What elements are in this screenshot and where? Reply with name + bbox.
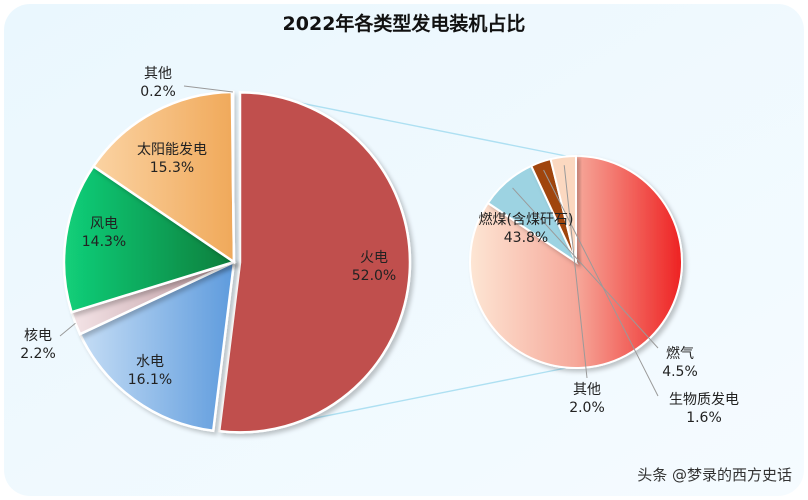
label-solar-name: 太阳能发电 [137, 142, 207, 158]
detail-label-coal-name: 燃煤(含煤矸石) [479, 211, 574, 228]
label-solar: 太阳能发电 15.3% [137, 142, 207, 176]
detail-label-gas: 燃气 4.5% [662, 345, 698, 380]
detail-label-biomass: 生物质发电 1.6% [669, 392, 739, 426]
label-other-value: 0.2% [140, 84, 176, 100]
chart-title: 2022年各类型发电装机占比 [283, 12, 526, 35]
watermark-text: 头条 @梦录的西方史话 [637, 466, 792, 484]
pie-slice-wind [62, 164, 237, 314]
label-thermal: 火电 52.0% [352, 250, 396, 284]
label-nuclear: 核电 2.2% [20, 328, 56, 362]
label-wind-name: 风电 [90, 216, 118, 232]
label-other: 其他 0.2% [140, 66, 176, 100]
label-hydro-value: 16.1% [128, 372, 172, 388]
pie-slice-solar [91, 90, 236, 265]
label-wind-value: 14.3% [82, 234, 126, 250]
detail-pie [469, 154, 683, 369]
pie-slice-thermal [217, 91, 412, 434]
pie-slice-hydro [78, 259, 236, 433]
label-other-name: 其他 [144, 66, 172, 82]
detail-label-gas-value: 4.5% [662, 364, 698, 380]
label-hydro: 水电 16.1% [128, 354, 172, 388]
leader-line-detail-biomass [543, 169, 659, 397]
leader-lines [59, 85, 659, 397]
label-wind: 风电 14.3% [82, 216, 126, 250]
detail-label-biomass-value: 1.6% [686, 410, 722, 426]
leader-line-detail-gas [512, 187, 659, 349]
label-nuclear-name: 核电 [24, 328, 52, 344]
label-thermal-value: 52.0% [352, 268, 396, 284]
label-hydro-name: 水电 [136, 354, 164, 370]
detail-label-other: 其他 2.0% [569, 382, 605, 416]
detail-label-biomass-name: 生物质发电 [669, 392, 739, 408]
leader-line-nuclear [59, 322, 76, 337]
detail-label-gas-name: 燃气 [666, 345, 694, 362]
label-nuclear-value: 2.2% [20, 346, 56, 362]
main-pie [62, 90, 412, 434]
label-solar-value: 15.3% [150, 160, 194, 176]
data-labels: 火电 52.0% 水电 16.1% 核电 2.2% 风电 14.3% 太阳能发电 15.3% 其他 0… [20, 66, 739, 426]
detail-label-other-name: 其他 [573, 382, 601, 398]
label-thermal-name: 火电 [360, 250, 388, 266]
detail-label-coal: 燃煤(含煤矸石) 43.8% [479, 211, 574, 246]
detail-label-coal-value: 43.8% [504, 230, 548, 246]
leader-line-detail-other [563, 165, 588, 379]
detail-label-other-value: 2.0% [569, 400, 605, 416]
leader-line-other [183, 85, 233, 93]
